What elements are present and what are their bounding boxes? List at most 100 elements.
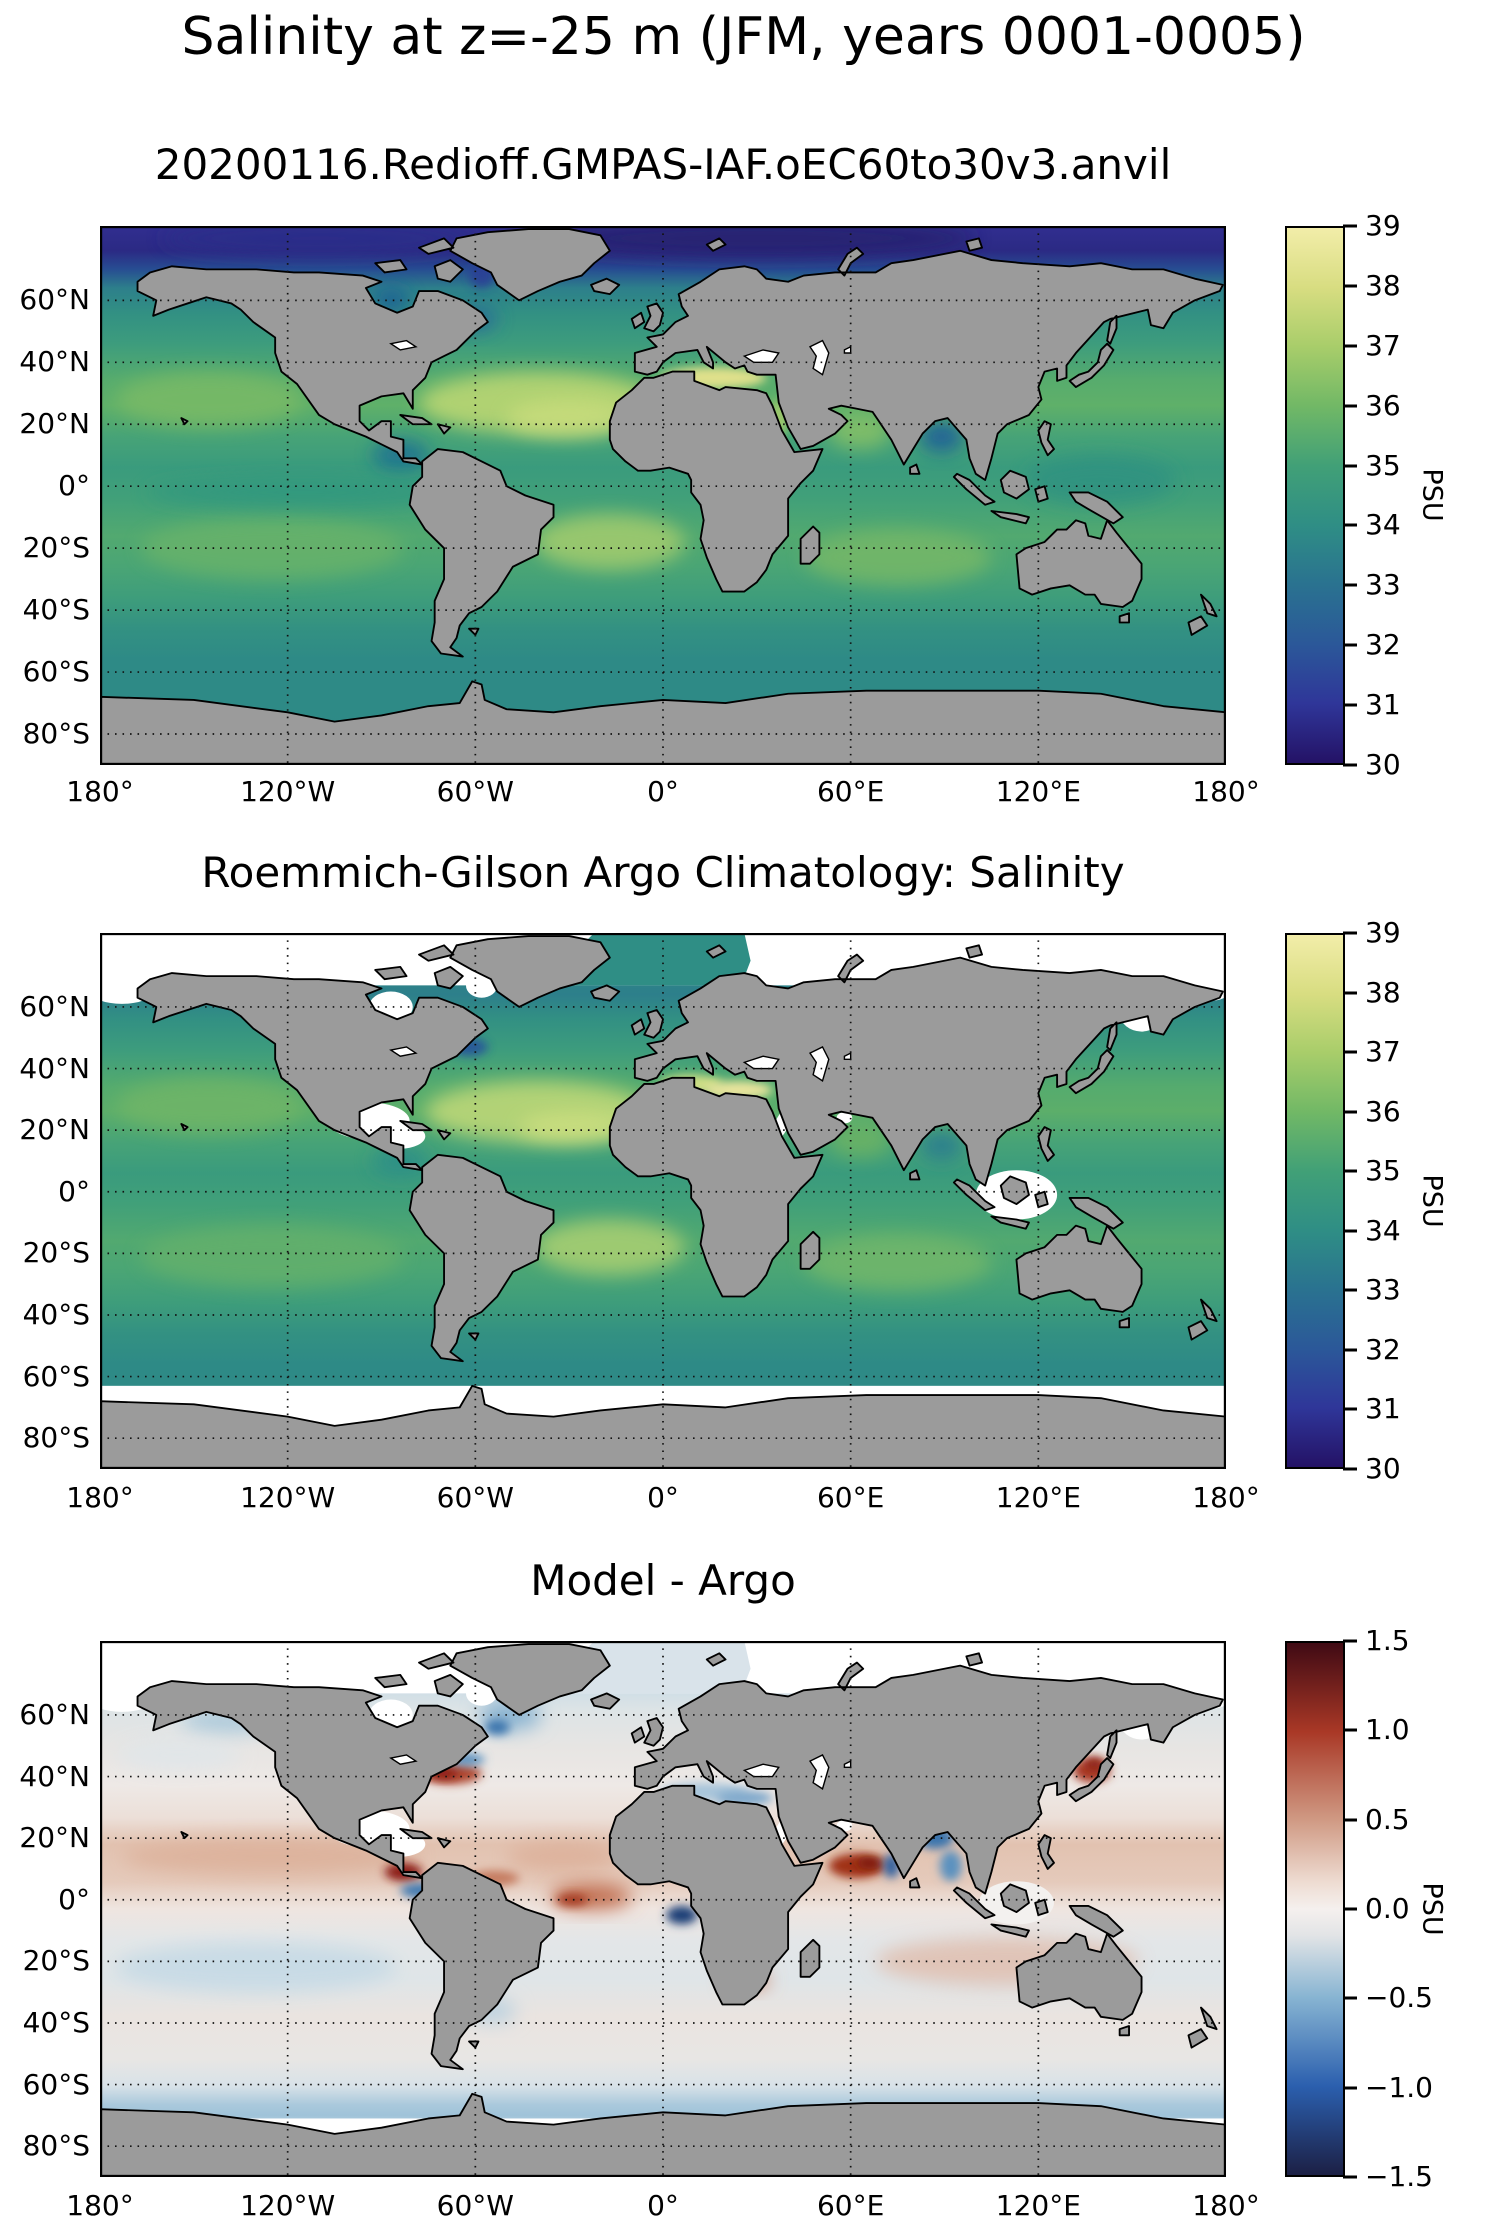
lon-axis-argo: 180° 120°W 60°W 0° 60°E 120°E 180°: [66, 1476, 1259, 1516]
map-frame-model: [100, 226, 1226, 765]
lat-tick-label: 60°S: [22, 655, 90, 689]
lon-tick-label: 60°W: [436, 2189, 514, 2222]
colorbar-tick-label: 36: [1365, 1094, 1401, 1128]
colorbar-tick-label: 1.5: [1365, 1624, 1410, 1657]
colorbar-unit-difference: PSU: [1416, 1882, 1448, 1936]
colorbar-tick-label: −0.5: [1365, 1981, 1433, 2015]
lat-tick-label: 20°N: [19, 1821, 90, 1855]
lon-tick-label: 180°: [1192, 775, 1260, 808]
colorbar-tick-label: 31: [1365, 688, 1401, 722]
colorbar-tick-label: 37: [1365, 1035, 1401, 1069]
world-map-model-svg: [100, 226, 1226, 765]
colorbar-tick-label: 38: [1365, 268, 1401, 302]
colorbar-tick-label: 34: [1365, 508, 1401, 542]
lat-tick-label: 60°N: [19, 283, 90, 317]
lat-tick-label: 80°S: [22, 1421, 90, 1455]
lon-tick-label: 180°: [1192, 2189, 1260, 2222]
lon-tick-label: 120°W: [240, 2189, 336, 2222]
colorbar-tick-mark: [1343, 284, 1357, 288]
figure-title: Salinity at z=-25 m (JFM, years 0001-000…: [181, 7, 1306, 67]
colorbar-tick-mark: [1343, 1169, 1357, 1173]
colorbar-tick-label: 30: [1365, 1452, 1401, 1485]
lon-tick-label: 180°: [66, 775, 134, 808]
world-map-argo-svg: [100, 933, 1226, 1469]
colorbar-tick-label: 36: [1365, 388, 1401, 422]
colorbar-tick-mark: [1343, 991, 1357, 995]
lon-tick-label: 120°E: [995, 1481, 1081, 1514]
colorbar-tick-label: 0.5: [1365, 1802, 1410, 1836]
lon-axis-difference: 180° 120°W 60°W 0° 60°E 120°E 180°: [66, 2184, 1259, 2224]
map-model: [100, 226, 1226, 765]
lat-tick-label: 60°N: [19, 1697, 90, 1731]
colorbar-tick-label: 1.0: [1365, 1713, 1410, 1747]
lon-tick-label: 120°W: [240, 1481, 336, 1514]
lat-tick-label: 60°S: [22, 1359, 90, 1393]
colorbar-tick-mark: [1343, 1407, 1357, 1411]
colorbar-ticks-model: 39 38 37 36 35 34 33 32 31 30: [1343, 212, 1473, 779]
lat-tick-label: 0°: [58, 469, 90, 503]
lon-axis-model: 180° 120°W 60°W 0° 60°E 120°E 180°: [66, 770, 1259, 810]
lat-tick-label: 20°S: [22, 1944, 90, 1978]
colorbar-unit-argo: PSU: [1416, 1174, 1448, 1228]
colorbar-tick-label: 39: [1365, 916, 1401, 949]
lat-tick-label: 40°S: [22, 2005, 90, 2039]
colorbar-tick-label: −1.5: [1365, 2160, 1433, 2193]
lat-tick-label: 20°S: [22, 1236, 90, 1270]
colorbar-tick-mark: [1343, 1050, 1357, 1054]
colorbar-tick-label: 30: [1365, 748, 1401, 781]
colorbar-difference: [1285, 1641, 1345, 2177]
map-frame-difference: [100, 1641, 1226, 2177]
lat-tick-label: 40°N: [19, 1051, 90, 1085]
colorbar-tick-mark: [1343, 703, 1357, 707]
colorbar-tick-label: −1.0: [1365, 2070, 1433, 2104]
lon-tick-label: 0°: [647, 1481, 679, 1514]
map-argo: [100, 933, 1226, 1469]
panel-difference-title: Model - Argo: [530, 1556, 796, 1605]
colorbar-tick-mark: [1343, 1348, 1357, 1352]
lon-tick-label: 0°: [647, 2189, 679, 2222]
colorbar-tick-mark: [1343, 1467, 1357, 1471]
lat-axis-model: 60°N 40°N 20°N 0° 20°S 40°S 60°S 80°S: [0, 226, 90, 765]
lon-tick-label: 180°: [1192, 1481, 1260, 1514]
lon-tick-label: 180°: [66, 2189, 134, 2222]
colorbar-model: [1285, 226, 1345, 765]
lat-tick-label: 20°N: [19, 1113, 90, 1147]
colorbar-tick-label: 32: [1365, 1332, 1401, 1366]
colorbar-tick-mark: [1343, 1907, 1357, 1911]
lat-tick-label: 60°S: [22, 2067, 90, 2101]
lon-tick-label: 60°E: [816, 1481, 885, 1514]
lon-tick-label: 60°E: [816, 775, 885, 808]
colorbar-tick-mark: [1343, 1728, 1357, 1732]
lat-tick-label: 40°S: [22, 1297, 90, 1331]
colorbar-ticks-difference: 1.5 1.0 0.5 0.0 −0.5 −1.0 −1.5: [1343, 1627, 1473, 2191]
lon-tick-label: 180°: [66, 1481, 134, 1514]
colorbar-tick-mark: [1343, 523, 1357, 527]
colorbar-tick-mark: [1343, 931, 1357, 935]
lat-tick-label: 40°S: [22, 593, 90, 627]
colorbar-ticks-argo: 39 38 37 36 35 34 33 32 31 30: [1343, 919, 1473, 1483]
colorbar-tick-mark: [1343, 2086, 1357, 2090]
colorbar-tick-mark: [1343, 1818, 1357, 1822]
colorbar-tick-label: 37: [1365, 328, 1401, 362]
lat-axis-argo: 60°N 40°N 20°N 0° 20°S 40°S 60°S 80°S: [0, 933, 90, 1469]
lon-tick-label: 120°E: [995, 2189, 1081, 2222]
lat-tick-label: 40°N: [19, 1759, 90, 1793]
colorbar-tick-mark: [1343, 344, 1357, 348]
lon-tick-label: 120°W: [240, 775, 336, 808]
lat-tick-label: 80°S: [22, 717, 90, 751]
colorbar-tick-label: 38: [1365, 975, 1401, 1009]
lon-tick-label: 60°W: [436, 775, 514, 808]
colorbar-tick-label: 0.0: [1365, 1892, 1410, 1925]
lat-tick-label: 0°: [58, 1882, 90, 1916]
colorbar-tick-mark: [1343, 1639, 1357, 1643]
colorbar-tick-mark: [1343, 2175, 1357, 2179]
colorbar-tick-mark: [1343, 583, 1357, 587]
lon-tick-label: 120°E: [995, 775, 1081, 808]
colorbar-argo: [1285, 933, 1345, 1469]
colorbar-tick-label: 35: [1365, 1154, 1401, 1188]
colorbar-tick-mark: [1343, 1110, 1357, 1114]
colorbar-tick-label: 39: [1365, 209, 1401, 242]
lat-tick-label: 20°S: [22, 531, 90, 565]
lat-axis-difference: 60°N 40°N 20°N 0° 20°S 40°S 60°S 80°S: [0, 1641, 90, 2177]
